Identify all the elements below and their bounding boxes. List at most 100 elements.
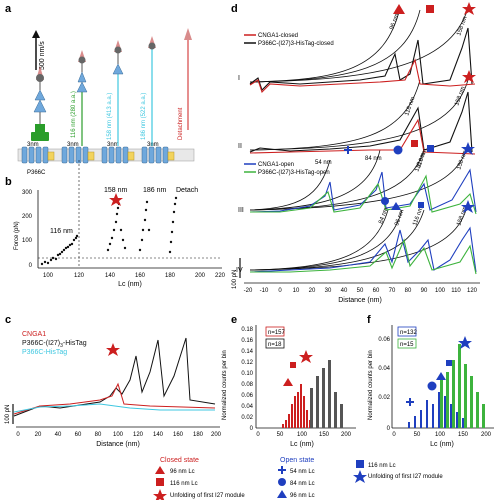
legend-closed-96: 96 nm Lc (170, 469, 195, 475)
b-scatter-points (40, 196, 178, 266)
tether-4: 186 nm (522 a.a.) (141, 36, 156, 146)
d-legend-closed-cnga1: CNGA1-closed (258, 33, 298, 39)
d-r4-84: 84 nm (378, 207, 389, 225)
panel-label-a: a (5, 3, 12, 15)
c-xtick-40: 40 (55, 432, 62, 438)
d-xlabel: Distance (nm) (338, 297, 382, 304)
f-ytick-0: 0.06 (378, 337, 390, 343)
panel-e: Normalized counts per bin 0.18 0.16 0.14… (222, 325, 356, 448)
legend-closed-square-icon (156, 478, 164, 486)
f-triangle (436, 372, 446, 380)
d-r4-triangle (391, 202, 401, 210)
legend-open-triangle-icon (277, 490, 287, 498)
b-xtick-120: 120 (74, 273, 85, 279)
d-row-I: I (238, 75, 240, 82)
e-xtick-200: 200 (341, 432, 352, 438)
b-xtick-160: 160 (135, 273, 146, 279)
tether-5: Detachment (178, 28, 192, 140)
legend-closed-116: 116 nm Lc (170, 481, 198, 487)
legend-third-116: 116 nm Lc (368, 463, 396, 469)
construct-label: P366C (27, 170, 46, 176)
e-triangle (283, 378, 293, 386)
c-xtick-80: 80 (95, 432, 102, 438)
d-legend-open-cnga1: CNGA1-open (258, 162, 294, 168)
c-xlabel: Distance (nm) (96, 441, 140, 448)
f-xtick-100: 100 (435, 432, 446, 438)
e-xtick-0: 0 (256, 432, 260, 438)
e-xtick-50: 50 (277, 432, 284, 438)
b-ylabel: Force (pN) (14, 221, 20, 250)
d-xtick-m20: -20 (244, 288, 253, 294)
legend-closed-title: Closed state (160, 457, 199, 464)
c-xtick-180: 180 (193, 432, 204, 438)
panel-label-c: c (5, 314, 11, 326)
legend-open-title: Open state (280, 457, 314, 464)
d-r3-54: 54 nm (315, 160, 332, 166)
segment-label-158: 158 nm (413 a.a.) (107, 93, 113, 140)
c-xtick-140: 140 (153, 432, 164, 438)
d-r4-116: 116 nm (412, 206, 424, 226)
panel-label-b: b (5, 176, 12, 188)
f-ytick-3: 0 (387, 426, 391, 432)
d-legend-closed-i27: P366C-(I27)3-HisTag-closed (258, 41, 334, 47)
e-ytick-4: 0.10 (241, 371, 253, 377)
d-xtick-40: 40 (341, 288, 348, 294)
b-annot-116: 116 nm (50, 228, 73, 235)
segment-label-186: 186 nm (522 a.a.) (141, 93, 147, 140)
b-ytick-200: 200 (22, 214, 33, 220)
b-xtick-180: 180 (165, 273, 176, 279)
c-xtick-60: 60 (75, 432, 82, 438)
d-xtick-30: 30 (325, 288, 332, 294)
scale-nm-1: 3nm (27, 142, 39, 148)
tether-1 (31, 66, 49, 141)
d-r4-star (461, 200, 475, 213)
f-star (458, 336, 472, 349)
scale-nm-3: 3nm (107, 142, 119, 148)
b-xtick-220: 220 (215, 273, 226, 279)
e-ytick-7: 0.04 (241, 404, 253, 410)
e-square (290, 362, 296, 368)
legend-third-star: Unfolding of first I27 module (368, 474, 443, 480)
f-xtick-0: 0 (392, 432, 396, 438)
f-n2: n=15 (400, 342, 414, 348)
d-legend-open-i27: P366C-(I27)3-HisTag-open (258, 170, 330, 176)
b-annot-158: 158 nm (104, 187, 128, 194)
e-ytick-3: 0.12 (241, 360, 253, 366)
e-xtick-150: 150 (319, 432, 330, 438)
legend-closed-star-icon (153, 489, 167, 500)
e-n1: n=157 (268, 330, 286, 336)
panel-f: Normalized counts per bin 0.06 0.04 0.02… (368, 325, 494, 448)
f-ylabel: Normalized counts per bin (368, 350, 374, 420)
d-xtick-10: 10 (293, 288, 300, 294)
d-r3-star (461, 142, 475, 155)
b-ytick-300: 300 (22, 190, 33, 196)
panel-label-e: e (231, 314, 237, 326)
e-ytick-1: 0.16 (241, 338, 253, 344)
b-annot-detach: Detach (176, 187, 198, 194)
e-n2: n=18 (268, 342, 282, 348)
d-xtick-0: 0 (278, 288, 282, 294)
d-xtick-20: 20 (309, 288, 316, 294)
legend-open-plus-icon (278, 466, 286, 474)
b-star-marker (109, 193, 123, 206)
c-star-marker (106, 343, 120, 356)
c-scale: 100 pN (5, 405, 11, 424)
e-ytick-2: 0.14 (241, 349, 253, 355)
e-ytick-5: 0.08 (241, 382, 253, 388)
d-r4-96: 96 nm (394, 209, 405, 227)
d-xtick-50: 50 (357, 288, 364, 294)
f-n1: n=132 (400, 330, 418, 336)
d-xtick-120: 120 (467, 288, 478, 294)
b-ytick-100: 100 (22, 238, 33, 244)
b-xtick-140: 140 (105, 273, 116, 279)
legend-third-star-icon (353, 470, 367, 483)
d-xtick-m10: -10 (260, 288, 269, 294)
legend-open-84: 84 nm Lc (290, 481, 315, 487)
d-xtick-60: 60 (373, 288, 380, 294)
bottom-legend: Closed state Open state 96 nm Lc 116 nm … (153, 457, 443, 500)
c-legend-cnga1: CNGA1 (22, 331, 46, 338)
d-xtick-110: 110 (451, 288, 461, 294)
d-r2-square (411, 140, 418, 147)
panel-label-f: f (367, 314, 371, 326)
d-r3-plus (344, 146, 352, 154)
